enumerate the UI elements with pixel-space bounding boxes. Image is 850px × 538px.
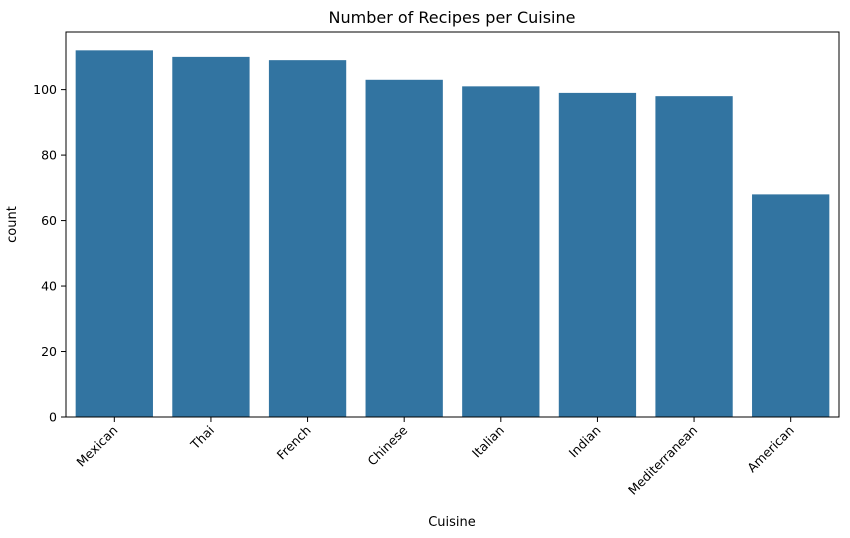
bar-mediterranean	[655, 96, 733, 418]
x-tick-label: Mediterranean	[625, 423, 700, 498]
y-tick-label: 20	[41, 344, 57, 359]
x-tick-label: American	[744, 423, 797, 476]
bar-french	[268, 60, 347, 418]
bar-indian	[558, 92, 637, 418]
y-axis-label: count	[5, 206, 20, 243]
x-tick-label: Mexican	[73, 423, 120, 470]
x-tick-label: Italian	[469, 423, 507, 461]
x-tick-label: French	[274, 423, 314, 463]
bar-mexican	[75, 50, 153, 417]
y-tick-label: 80	[41, 148, 57, 163]
bar-italian	[462, 86, 540, 417]
x-tick-label: Thai	[187, 423, 217, 453]
plot-frame	[65, 31, 840, 418]
x-axis: Mexican Thai French Chinese Italian Indian Med…	[73, 417, 797, 498]
y-tick-label: 40	[41, 279, 57, 294]
bars-group	[75, 50, 830, 418]
bar-thai	[172, 56, 250, 417]
x-axis-label: Cuisine	[428, 515, 476, 530]
y-tick-label: 0	[49, 410, 57, 425]
y-tick-label: 100	[33, 82, 57, 97]
x-tick-label: Indian	[566, 423, 604, 461]
y-tick-label: 60	[41, 213, 57, 228]
chart-title: Number of Recipes per Cuisine	[329, 8, 576, 27]
bar-american	[752, 194, 830, 417]
x-tick-label: Chinese	[364, 422, 410, 468]
bar-chinese	[365, 79, 443, 418]
y-axis: 0 20 40 60 80 100	[33, 82, 66, 425]
